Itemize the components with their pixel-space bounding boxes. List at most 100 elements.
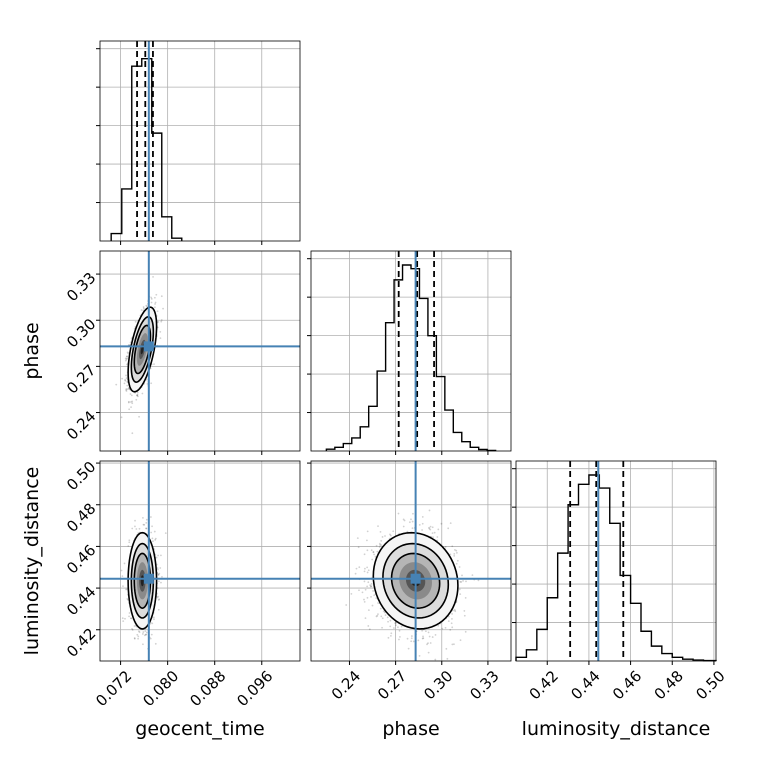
sample-point [380,544,383,546]
sample-point [403,519,406,522]
sample-point [156,567,159,569]
sample-point [367,581,370,584]
sample-point [456,559,459,562]
sample-point [383,611,386,614]
x-axis-label-luminosity_distance: luminosity_distance [522,718,711,740]
sample-point [126,598,129,600]
sample-point [458,588,461,591]
sample-point [421,516,424,518]
sample-point [428,635,431,638]
sample-point [398,638,400,641]
sample-point [156,596,159,599]
sample-point [155,556,158,559]
sample-point [421,529,423,531]
sample-point [121,617,124,620]
sample-point [447,527,450,530]
sample-point [454,548,456,551]
x-tick-label: 0.50 [692,667,728,703]
sample-point [366,596,369,599]
sample-point [137,630,140,633]
sample-point [154,537,157,540]
sample-point [367,569,370,572]
sample-point [145,518,148,521]
sample-point [358,589,360,592]
sample-point [453,554,456,557]
sample-point [374,555,377,558]
sample-point [160,319,163,321]
sample-point [136,391,139,394]
sample-point [459,639,462,642]
scatter-panel-geocent_time_vs_phase [99,250,301,452]
sample-point [128,539,131,542]
sample-point [153,296,156,299]
sample-point [449,628,452,631]
sample-point [357,546,360,549]
sample-point [410,635,413,637]
sample-point [122,585,124,588]
sample-point [394,622,397,625]
sample-point [364,617,367,620]
sample-point [145,633,148,636]
sample-point [371,558,374,561]
sample-point [397,512,400,515]
sample-point [400,625,403,628]
sample-point [133,637,136,639]
sample-point [432,536,434,539]
sample-point [422,637,425,640]
sample-point [126,388,129,391]
sample-point [160,581,162,584]
sample-point [428,526,430,529]
sample-point [447,615,450,618]
sample-point [410,637,413,640]
sample-point [142,306,145,308]
sample-point [159,330,162,333]
sample-point [379,544,381,546]
sample-point [369,584,372,587]
sample-point [115,383,118,386]
sample-point [126,355,129,358]
sample-point [130,406,132,409]
sample-point [157,321,160,323]
sample-point [398,629,401,632]
sample-point [426,643,428,646]
sample-point [364,588,367,591]
sample-point [125,390,128,392]
sample-point [445,647,448,650]
sample-point [162,307,164,310]
x-tick-label: 0.27 [374,667,410,703]
sample-point [454,610,457,613]
sample-point [155,293,158,296]
sample-point [363,570,366,573]
sample-point [121,377,124,380]
sample-point [128,615,130,618]
sample-point [358,566,361,569]
sample-point [120,569,123,572]
sample-point [130,617,133,620]
sample-point [160,295,163,298]
sample-point [154,642,157,645]
sample-point [369,585,372,588]
sample-point [131,432,134,435]
sample-point [135,528,138,530]
sample-point [455,549,458,552]
sample-point [356,537,359,540]
sample-point [379,530,382,533]
sample-point [378,546,381,548]
panel-background [311,251,511,451]
sample-point [143,634,146,637]
sample-point [368,628,371,631]
sample-point [408,521,411,524]
sample-point [143,523,146,526]
sample-point [141,633,144,635]
sample-point [449,522,452,525]
sample-point [157,595,160,598]
histogram-panel-phase [307,250,512,452]
panel-frame [310,250,512,452]
sample-point [436,536,439,538]
sample-point [407,647,410,650]
sample-point [471,574,474,577]
sample-point [142,523,145,526]
sample-point [389,619,392,622]
sample-point [135,398,138,401]
sample-point [125,358,128,361]
